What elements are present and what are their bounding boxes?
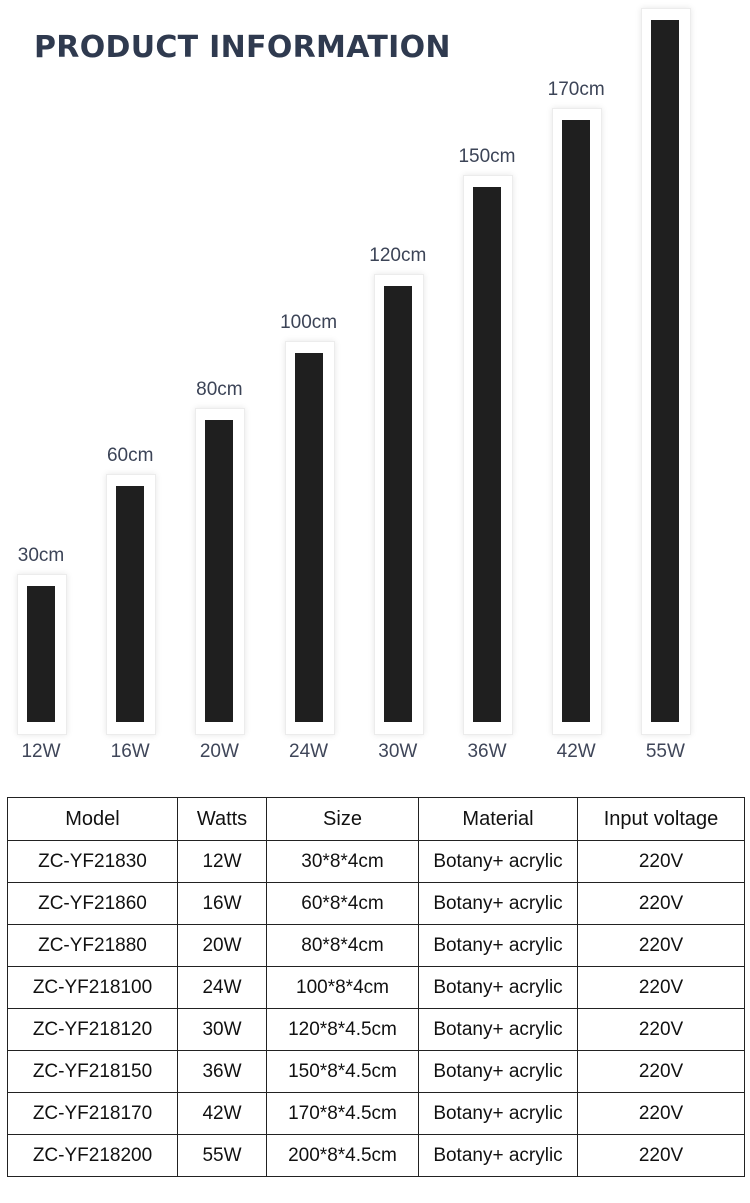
cell-model: ZC-YF218100 [7, 966, 178, 1009]
lamp-length-label: 150cm [458, 145, 516, 167]
lamp-watt-label: 16W [110, 741, 150, 762]
lamp-length-label: 60cm [106, 445, 154, 467]
cell-size: 150*8*4.5cm [266, 1050, 419, 1093]
lamp-light-bar [651, 20, 680, 722]
lamp-length-label: 30cm [17, 545, 65, 567]
cell-model: ZC-YF218200 [7, 1134, 178, 1177]
cell-watts: 20W [177, 924, 267, 967]
cell-model: ZC-YF218120 [7, 1008, 178, 1051]
lamp-watt-label: 36W [467, 741, 507, 762]
table-row: ZC-YF218100 24W 100*8*4cm Botany+ acrylic 22… [7, 966, 745, 1009]
table-row: ZC-YF21860 16W 60*8*4cm Botany+ acrylic 220V [7, 882, 745, 925]
table-row: ZC-YF21830 12W 30*8*4cm Botany+ acrylic 220V [7, 840, 745, 883]
cell-size: 170*8*4.5cm [266, 1092, 419, 1135]
cell-watts: 42W [177, 1092, 267, 1135]
header-model: Model [7, 797, 178, 841]
cell-input-voltage: 220V [577, 966, 745, 1009]
cell-material: Botany+ acrylic [418, 924, 578, 967]
cell-size: 60*8*4cm [266, 882, 419, 925]
lamp-length-label: 170cm [547, 78, 605, 100]
lamp-light-bar [205, 419, 234, 722]
cell-size: 100*8*4cm [266, 966, 419, 1009]
table-row: ZC-YF218170 42W 170*8*4.5cm Botany+ acrylic… [7, 1092, 745, 1135]
cell-size: 120*8*4.5cm [266, 1008, 419, 1051]
cell-material: Botany+ acrylic [418, 840, 578, 883]
cell-input-voltage: 220V [577, 1092, 745, 1135]
lamp-watt-label: 30W [378, 741, 418, 762]
cell-size: 200*8*4.5cm [266, 1134, 419, 1177]
cell-material: Botany+ acrylic [418, 1092, 578, 1135]
cell-watts: 55W [177, 1134, 267, 1177]
cell-watts: 36W [177, 1050, 267, 1093]
lamp-light-bar [383, 286, 412, 722]
cell-input-voltage: 220V [577, 924, 745, 967]
lamp-light-bar [294, 353, 323, 722]
cell-model: ZC-YF21860 [7, 882, 178, 925]
cell-material: Botany+ acrylic [418, 1050, 578, 1093]
lamp-watt-label: 55W [645, 741, 685, 762]
lamp-watt-label: 12W [21, 741, 61, 762]
cell-model: ZC-YF21880 [7, 924, 178, 967]
table-header-row: Model Watts Size Material Input voltage [7, 797, 745, 841]
cell-input-voltage: 220V [577, 1008, 745, 1051]
cell-input-voltage: 220V [577, 882, 745, 925]
spec-table: Model Watts Size Material Input voltage … [7, 797, 745, 1177]
lamp-length-label: 80cm [196, 378, 243, 400]
cell-size: 30*8*4cm [266, 840, 419, 883]
lamp-length-label: 120cm [369, 245, 427, 267]
lamp-length-label: 200cm [615, 0, 715, 1]
lamp-light-bar [473, 186, 501, 722]
table-row: ZC-YF21880 20W 80*8*4cm Botany+ acrylic 220V [7, 924, 745, 967]
cell-material: Botany+ acrylic [418, 1134, 578, 1177]
table-row: ZC-YF218200 55W 200*8*4.5cm Botany+ acrylic… [7, 1134, 745, 1177]
lamp-watt-label: 24W [289, 741, 329, 762]
cell-watts: 12W [177, 840, 267, 883]
lamp-light-bar [27, 586, 55, 722]
lamp-watt-label: 20W [199, 741, 239, 762]
lamp-length-label: 100cm [280, 312, 338, 333]
lamp-watt-label: 42W [556, 741, 596, 762]
cell-material: Botany+ acrylic [418, 1008, 578, 1051]
table-row: ZC-YF218120 30W 120*8*4.5cm Botany+ acrylic… [7, 1008, 745, 1051]
header-size: Size [266, 797, 419, 841]
table-row: ZC-YF218150 36W 150*8*4.5cm Botany+ acrylic… [7, 1050, 745, 1093]
cell-watts: 16W [177, 882, 267, 925]
cell-size: 80*8*4cm [266, 924, 419, 967]
cell-watts: 30W [177, 1008, 267, 1051]
cell-material: Botany+ acrylic [418, 966, 578, 1009]
page-title: PRODUCT INFORMATION [34, 30, 451, 65]
lamp-light-bar [116, 486, 145, 722]
cell-input-voltage: 220V [577, 1134, 745, 1177]
lamp-light-bar [562, 119, 591, 722]
header-watts: Watts [177, 797, 267, 841]
header-input-voltage: Input voltage [577, 797, 745, 841]
cell-material: Botany+ acrylic [418, 882, 578, 925]
cell-input-voltage: 220V [577, 840, 745, 883]
cell-model: ZC-YF218150 [7, 1050, 178, 1093]
cell-watts: 24W [177, 966, 267, 1009]
cell-model: ZC-YF21830 [7, 840, 178, 883]
header-material: Material [418, 797, 578, 841]
cell-model: ZC-YF218170 [7, 1092, 178, 1135]
cell-input-voltage: 220V [577, 1050, 745, 1093]
